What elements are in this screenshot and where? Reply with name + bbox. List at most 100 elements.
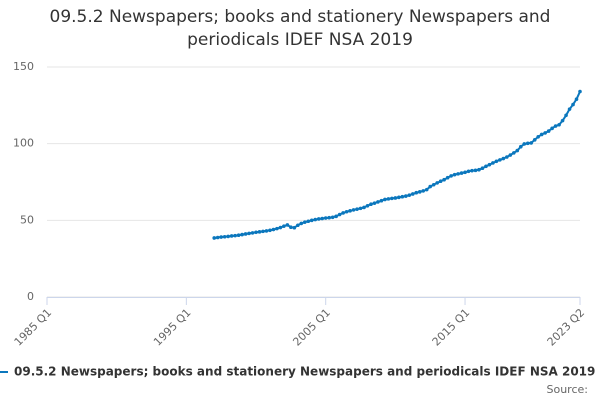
source: Source:	[547, 383, 589, 396]
data-point	[525, 141, 530, 146]
x-tick-label: 2015 Q1	[430, 306, 473, 349]
data-point	[574, 97, 579, 101]
data-point	[302, 220, 307, 224]
data-point	[327, 215, 331, 220]
data-point	[271, 227, 276, 232]
data-point	[435, 181, 439, 185]
y-tick-label: 100	[13, 137, 34, 150]
data-point	[480, 166, 485, 170]
data-point	[477, 167, 481, 172]
data-point	[424, 187, 429, 192]
data-point	[407, 193, 412, 197]
data-point	[323, 216, 328, 220]
data-point	[532, 138, 537, 142]
data-point	[571, 102, 575, 107]
data-point	[334, 214, 338, 219]
data-point	[212, 236, 217, 240]
data-point	[449, 174, 453, 178]
data-point	[470, 168, 474, 173]
data-point	[292, 225, 297, 230]
data-point	[337, 212, 342, 217]
data-point	[215, 235, 220, 240]
data-point	[560, 118, 565, 123]
data-point	[442, 177, 446, 182]
x-tick-label: 2023 Q2	[545, 306, 588, 349]
data-point	[438, 179, 443, 184]
data-point	[275, 226, 279, 231]
data-point	[417, 190, 422, 194]
data-point	[564, 113, 568, 118]
data-point	[226, 234, 230, 239]
data-point	[463, 170, 467, 175]
y-tick-label: 150	[13, 60, 34, 73]
data-point	[393, 196, 398, 200]
data-point	[543, 131, 547, 135]
data-point	[404, 194, 408, 198]
data-point	[473, 168, 478, 173]
data-point	[376, 200, 380, 204]
data-point	[386, 197, 391, 201]
data-point	[261, 229, 265, 234]
data-point	[456, 172, 460, 176]
data-point	[299, 221, 304, 226]
data-point	[550, 126, 554, 131]
data-point	[348, 209, 352, 213]
data-point	[222, 234, 227, 239]
data-point	[491, 161, 495, 165]
data-point	[268, 228, 272, 233]
data-point	[518, 144, 523, 149]
data-point	[512, 151, 516, 155]
data-point	[536, 134, 540, 139]
data-point	[553, 124, 558, 128]
data-point	[522, 142, 527, 146]
data-point	[459, 171, 464, 175]
data-point	[358, 206, 363, 211]
data-point	[243, 232, 248, 236]
data-point	[309, 218, 314, 223]
data-point	[289, 225, 293, 230]
x-tick-label: 1985 Q1	[12, 306, 55, 349]
data-point	[365, 203, 370, 208]
data-point	[410, 192, 415, 196]
data-point	[383, 197, 387, 202]
data-point	[372, 201, 377, 205]
data-point	[529, 141, 534, 145]
data-point	[487, 162, 492, 167]
data-point	[508, 153, 513, 157]
data-point	[257, 230, 262, 234]
data-point	[264, 229, 269, 233]
legend-label: 09.5.2 Newspapers; books and stationery …	[14, 365, 595, 379]
data-point	[296, 223, 300, 228]
y-tick-label: 0	[27, 290, 34, 303]
data-point	[557, 123, 561, 127]
data-point	[320, 216, 325, 221]
data-point	[421, 189, 426, 193]
data-point	[539, 132, 544, 137]
data-point	[313, 217, 318, 222]
data-point	[233, 233, 237, 238]
data-point	[414, 190, 419, 195]
data-point	[362, 205, 366, 210]
data-point	[445, 175, 450, 180]
data-point	[306, 219, 311, 224]
chart-title: 09.5.2 Newspapers; books and stationery …	[49, 7, 551, 50]
data-point	[515, 148, 520, 153]
data-point	[247, 231, 251, 236]
data-point	[341, 211, 345, 215]
data-point	[351, 208, 356, 212]
data-point	[316, 217, 321, 221]
data-point	[498, 158, 502, 162]
data-point	[355, 207, 359, 211]
series-line	[214, 91, 581, 239]
data-point	[219, 235, 223, 239]
data-point	[344, 209, 349, 214]
data-point	[229, 234, 234, 238]
y-tick-label: 50	[20, 213, 34, 226]
data-point	[578, 89, 582, 94]
data-point	[494, 159, 499, 164]
data-point	[254, 230, 258, 235]
data-point	[240, 232, 244, 237]
data-point	[546, 129, 551, 133]
